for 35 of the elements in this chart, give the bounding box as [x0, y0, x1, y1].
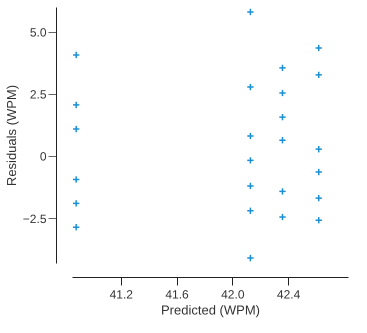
point: [246, 83, 254, 91]
point: [278, 113, 286, 122]
point: [72, 51, 80, 59]
y-tick-label: 5.0: [30, 25, 47, 40]
point: [72, 101, 80, 109]
point: [314, 70, 323, 79]
point: [246, 254, 254, 262]
point: [314, 145, 323, 154]
point: [72, 176, 80, 184]
x-tick-label: 41.2: [110, 288, 134, 302]
point: [278, 64, 286, 72]
point: [278, 89, 286, 97]
point: [72, 125, 80, 133]
point: [314, 194, 323, 202]
point: [314, 168, 323, 176]
y-tick-label: −2.5: [22, 212, 47, 226]
point: [246, 132, 254, 140]
point: [246, 182, 254, 190]
point: [278, 136, 286, 144]
point: [72, 223, 80, 232]
x-axis-title: Predicted (WPM): [161, 302, 260, 318]
y-tick-label: 0: [40, 150, 47, 164]
point: [246, 8, 254, 16]
x-tick-label: 42.4: [276, 288, 301, 302]
point: [314, 44, 323, 52]
point: [246, 156, 254, 164]
y-axis-title: Residuals (WPM): [4, 84, 19, 186]
x-tick-label: 42.0: [221, 288, 245, 302]
point: [278, 188, 286, 196]
point: [246, 206, 254, 215]
point: [278, 213, 286, 221]
x-tick-label: 41.6: [165, 288, 190, 302]
point: [314, 216, 323, 224]
y-tick-label: 2.5: [30, 87, 47, 102]
point: [72, 199, 80, 208]
